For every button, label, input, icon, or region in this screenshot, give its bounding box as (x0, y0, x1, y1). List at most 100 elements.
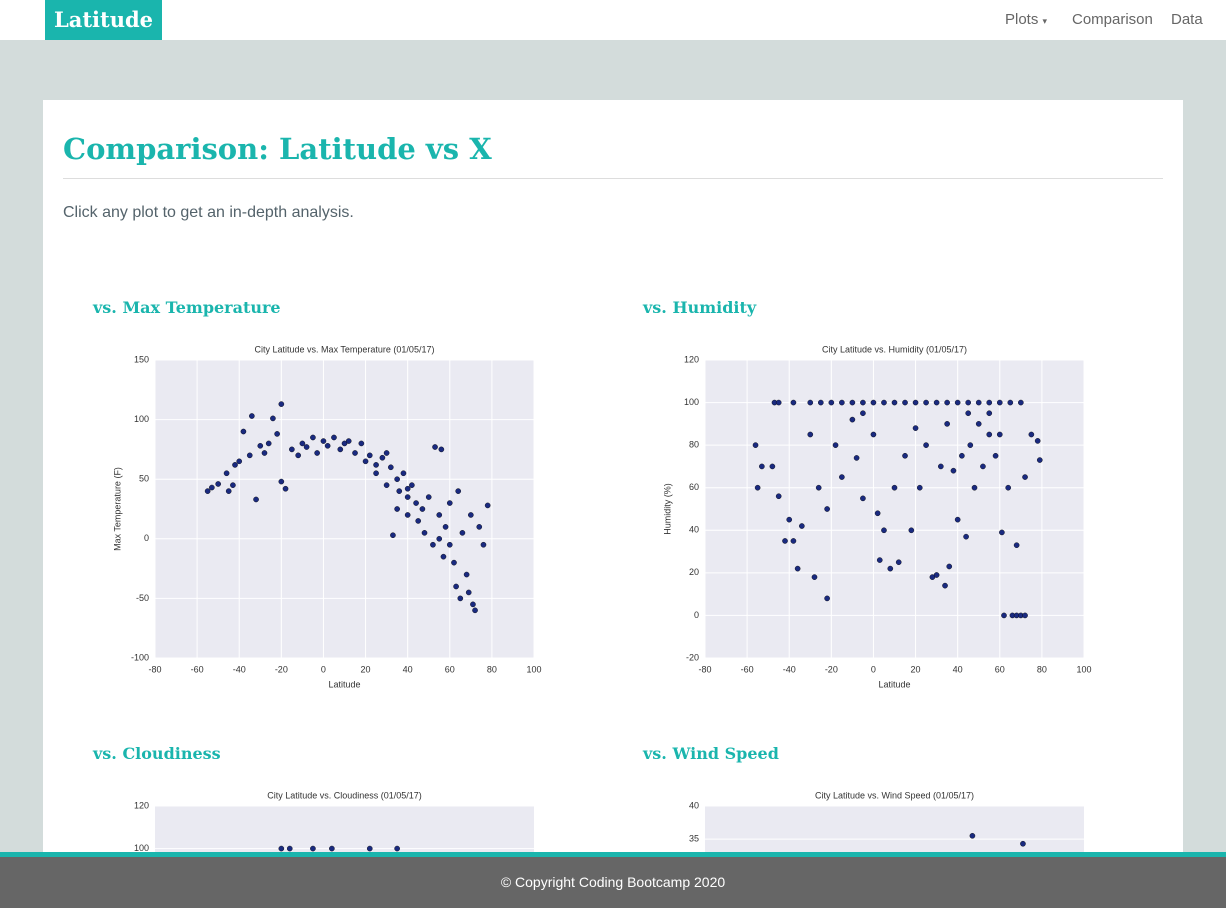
data-point (874, 510, 881, 517)
x-tick-label: -80 (148, 664, 161, 674)
plot-area (155, 360, 534, 658)
plot-heading[interactable]: vs. Wind Speed (643, 744, 779, 763)
nav-link[interactable]: Plots ▾ (1005, 11, 1048, 28)
data-point (794, 565, 801, 572)
data-point (790, 399, 797, 406)
nav-link[interactable]: Comparison (1072, 11, 1153, 28)
x-tick-label: 100 (1076, 664, 1091, 674)
data-point (278, 845, 285, 852)
divider (63, 178, 1163, 179)
data-point (430, 541, 436, 548)
data-point (404, 485, 411, 492)
data-point (912, 399, 919, 406)
data-point (895, 559, 902, 566)
page-title: Comparison: Latitude vs X (63, 132, 492, 166)
data-point (465, 589, 472, 596)
data-point (832, 442, 839, 448)
data-point (362, 458, 369, 465)
data-point (963, 533, 969, 540)
x-tick-label: 100 (526, 664, 541, 674)
x-axis-label: Latitude (328, 679, 360, 689)
data-point (967, 442, 974, 448)
data-point (394, 845, 400, 852)
y-tick-label: 50 (139, 474, 149, 484)
data-point (980, 463, 986, 470)
data-point (468, 512, 474, 518)
scatter-plot[interactable]: City Latitude vs. Humidity (01/05/17) -80… (650, 335, 1100, 705)
x-tick-label: -40 (233, 664, 246, 674)
data-point (455, 488, 462, 494)
data-point (815, 484, 822, 491)
nav-link[interactable]: Data (1171, 11, 1203, 28)
data-point (754, 484, 761, 491)
y-tick-label: 80 (689, 440, 699, 450)
data-point (1034, 438, 1041, 444)
data-point (446, 500, 453, 506)
data-point (388, 464, 394, 471)
nav-link-text[interactable]: Plots (1005, 11, 1039, 28)
data-point (790, 538, 797, 544)
data-point (453, 583, 459, 590)
data-point (463, 571, 470, 578)
plot-heading[interactable]: vs. Max Temperature (93, 298, 281, 317)
data-point (366, 452, 373, 459)
data-point (270, 415, 276, 422)
data-point (390, 532, 396, 539)
data-point (442, 524, 449, 530)
brand[interactable]: Latitude (45, 0, 162, 40)
y-tick-label: 40 (689, 525, 699, 535)
plot-heading[interactable]: vs. Cloudiness (93, 744, 221, 763)
data-point (975, 421, 982, 427)
data-point (860, 495, 866, 502)
data-point (965, 399, 971, 406)
data-point (876, 557, 883, 563)
data-point (849, 416, 856, 423)
data-point (329, 845, 335, 852)
data-point (409, 482, 415, 488)
data-point (415, 518, 421, 524)
data-point (1020, 840, 1026, 847)
data-point (1036, 457, 1043, 463)
data-point (971, 484, 978, 491)
data-point (289, 446, 295, 453)
data-point (436, 535, 443, 542)
data-point (1022, 474, 1028, 480)
data-point (419, 506, 426, 512)
data-point (225, 488, 232, 494)
data-point (908, 527, 915, 534)
data-point (204, 488, 211, 494)
data-point (860, 399, 866, 406)
data-point (295, 452, 301, 459)
data-point (440, 553, 447, 560)
data-point (902, 399, 908, 406)
y-tick-label: 100 (134, 414, 149, 424)
data-point (938, 463, 944, 470)
data-point (230, 482, 236, 488)
data-point (853, 455, 860, 461)
data-point (881, 399, 887, 406)
data-point (396, 488, 403, 494)
data-point (933, 399, 940, 406)
data-point (480, 541, 487, 548)
data-point (891, 484, 898, 491)
data-point (358, 440, 365, 447)
data-point (472, 607, 478, 614)
x-tick-label: -40 (783, 664, 796, 674)
x-tick-label: 40 (403, 664, 413, 674)
data-point (341, 440, 348, 447)
data-point (824, 506, 830, 512)
plot-heading[interactable]: vs. Humidity (643, 298, 757, 317)
data-point (769, 463, 776, 470)
y-tick-label: 150 (134, 354, 149, 364)
data-point (476, 524, 483, 530)
data-point (1001, 612, 1007, 619)
data-point (436, 512, 443, 518)
data-point (432, 444, 438, 450)
data-point (775, 493, 782, 500)
scatter-plot[interactable]: City Latitude vs. Max Temperature (01/05… (100, 335, 550, 705)
data-point (923, 399, 929, 406)
data-point (1005, 484, 1012, 491)
data-point (996, 431, 1003, 438)
data-point (314, 450, 320, 456)
